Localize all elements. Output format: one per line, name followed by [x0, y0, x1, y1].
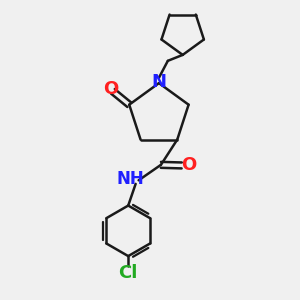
Text: Cl: Cl [118, 264, 138, 282]
Text: N: N [152, 73, 166, 91]
Text: O: O [103, 80, 118, 98]
Text: NH: NH [116, 170, 144, 188]
Text: O: O [181, 156, 196, 174]
